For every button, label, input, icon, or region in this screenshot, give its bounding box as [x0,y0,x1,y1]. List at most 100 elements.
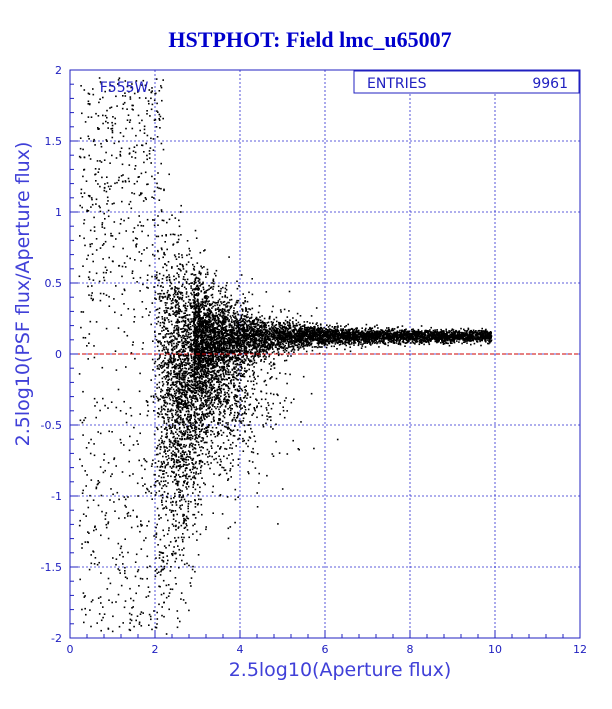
data-point [251,363,253,366]
data-point [107,215,110,218]
data-point [248,335,251,338]
data-point [299,332,301,335]
data-point [78,275,81,278]
data-point [212,345,214,347]
data-point [158,374,161,376]
data-point [178,444,181,446]
data-point [349,329,351,331]
data-point [102,616,104,619]
data-point [174,217,177,219]
data-point [138,390,141,393]
data-point [150,137,152,140]
data-point [169,426,171,428]
data-point [202,361,205,363]
data-point [134,259,136,261]
data-point [234,419,237,421]
data-point [266,352,268,354]
data-point [82,311,85,313]
data-point [263,317,266,320]
data-point [225,329,228,332]
data-point [430,326,432,329]
data-point [192,435,194,438]
data-point [237,342,240,345]
data-point [449,333,452,336]
data-point [174,560,176,563]
data-point [163,369,166,372]
data-point [270,426,272,428]
data-point [176,373,179,376]
data-point [124,572,126,575]
data-point [227,393,230,396]
data-point [175,465,178,468]
data-point [223,354,225,357]
data-point [326,324,328,326]
data-point [360,339,362,342]
data-point [228,326,231,328]
data-point [174,287,177,289]
data-point [351,333,353,336]
data-point [139,432,141,435]
data-point [133,316,136,318]
data-point [180,383,183,386]
data-point [219,366,221,369]
data-point [164,396,167,399]
data-point [174,510,177,512]
data-point [192,397,195,399]
data-point [164,302,167,304]
data-point [178,365,180,367]
data-point [329,338,331,341]
data-point [242,375,245,378]
data-point [238,420,241,422]
data-point [168,445,171,448]
data-point [133,183,136,185]
data-point [199,385,201,387]
data-point [83,222,85,225]
data-point [91,299,94,302]
data-point [89,452,92,455]
data-point [121,265,124,268]
data-point [157,398,160,401]
data-point [229,526,232,528]
data-point [203,399,206,402]
data-point [183,337,185,339]
data-point [143,125,146,128]
data-point [93,529,95,532]
data-point [198,390,200,393]
data-point [169,336,171,339]
data-point [266,345,269,347]
data-point [173,361,175,363]
data-point [428,330,430,332]
data-point [152,219,154,221]
data-point [178,396,180,398]
data-point [138,621,141,624]
data-point [265,346,267,349]
data-point [230,382,232,385]
data-point [186,354,188,357]
data-point [186,517,188,519]
data-point [264,330,267,332]
data-point [205,332,207,334]
data-point [245,442,247,445]
data-point [179,383,182,386]
data-point [198,443,200,446]
data-point [185,347,187,350]
data-point [133,308,135,311]
data-point [174,255,177,258]
data-point [269,337,271,340]
data-point [205,390,207,393]
data-point [156,358,159,361]
data-point [251,321,254,323]
data-point [183,320,185,323]
data-point [227,408,229,410]
data-point [227,373,229,376]
data-point [200,416,203,418]
data-point [218,383,221,386]
data-point [256,416,258,419]
data-point [124,538,126,540]
data-point [264,344,266,346]
data-point [187,493,189,496]
data-point [119,547,122,550]
data-point [237,359,239,362]
data-point [187,327,190,329]
data-point [150,485,152,488]
